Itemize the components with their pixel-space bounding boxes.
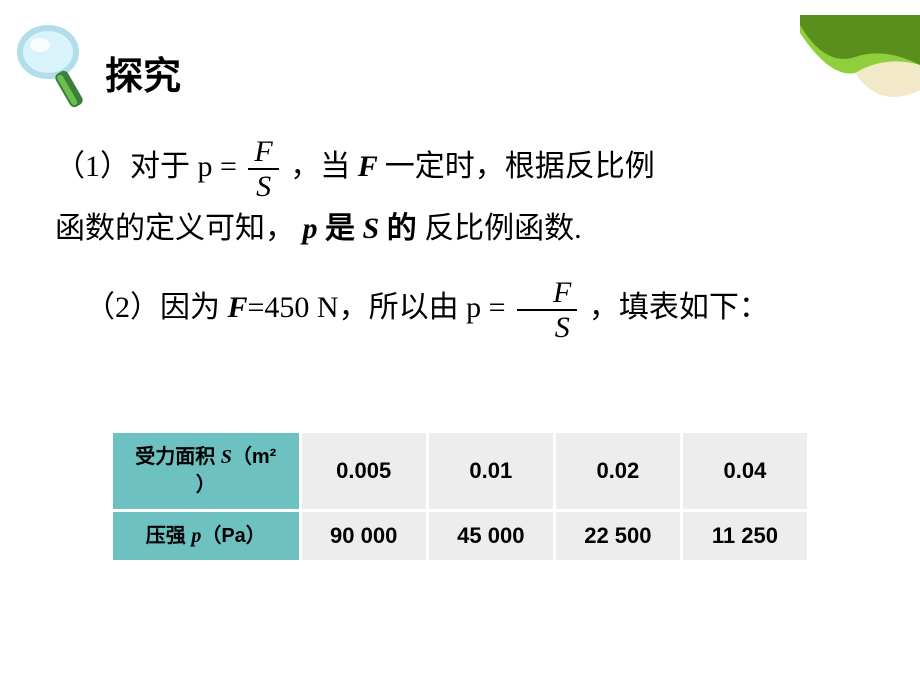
table-row-p: 压强 p（Pa） 90 000 45 000 22 500 11 250 bbox=[112, 511, 809, 562]
p1-p: p bbox=[303, 212, 326, 245]
row-header-p: 压强 p（Pa） bbox=[112, 511, 301, 562]
p2-prefix: （2）因为 bbox=[85, 291, 228, 324]
p2-F: F bbox=[228, 291, 248, 324]
p1-prefix: （1）对于 bbox=[55, 150, 198, 183]
hdr-s-unit: （m² bbox=[232, 446, 276, 468]
paragraph-1: （1）对于 p = FS ，当 F 一定时，根据反比例 函数的定义可知， p 是… bbox=[55, 135, 865, 254]
p1-frac-num: F bbox=[248, 135, 278, 170]
p-cell-2: 22 500 bbox=[554, 511, 681, 562]
p1-l2a: 函数的定义可知， bbox=[55, 212, 295, 245]
s-cell-2: 0.02 bbox=[554, 432, 681, 511]
p2-frac-num: F bbox=[517, 276, 577, 311]
p-cell-3: 11 250 bbox=[681, 511, 808, 562]
p2-eq-equals: = bbox=[481, 291, 513, 324]
p1-eq-equals: = bbox=[213, 150, 245, 183]
row-header-s: 受力面积 S（m² ） bbox=[112, 432, 301, 511]
p1-l2d: 反比例函数. bbox=[424, 212, 582, 245]
p1-S: S bbox=[363, 212, 387, 245]
table-row-s: 受力面积 S（m² ） 0.005 0.01 0.02 0.04 bbox=[112, 432, 809, 511]
hdr-s-a: 受力面积 bbox=[135, 446, 221, 468]
p-cell-1: 45 000 bbox=[427, 511, 554, 562]
p-cell-0: 90 000 bbox=[300, 511, 427, 562]
p2-eq-p-label: p bbox=[466, 291, 481, 324]
p1-F: F bbox=[358, 150, 385, 183]
section-heading: 探究 bbox=[105, 45, 181, 100]
p2-fraction: FS bbox=[517, 276, 577, 344]
s-cell-1: 0.01 bbox=[427, 432, 554, 511]
hdr-p-unit: （Pa） bbox=[201, 525, 265, 547]
hdr-p-a: 压强 bbox=[146, 525, 192, 547]
magnifier-icon bbox=[10, 20, 100, 110]
p1-after-F: 一定时，根据反比例 bbox=[385, 150, 655, 183]
content-area: （1）对于 p = FS ，当 F 一定时，根据反比例 函数的定义可知， p 是… bbox=[55, 135, 865, 366]
p1-l2c: 的 bbox=[387, 212, 417, 245]
p2-tail: ，填表如下： bbox=[589, 291, 769, 324]
p2-val: =450 N，所以由 bbox=[248, 291, 467, 324]
paragraph-2: （2）因为 F=450 N，所以由 p = FS ，填表如下： bbox=[55, 276, 865, 344]
p1-eq-p-label: p bbox=[198, 150, 213, 183]
s-cell-3: 0.04 bbox=[681, 432, 808, 511]
p1-frac-den: S bbox=[248, 170, 278, 203]
data-table: 受力面积 S（m² ） 0.005 0.01 0.02 0.04 压强 p（Pa）… bbox=[110, 430, 810, 563]
hdr-p-var: p bbox=[191, 525, 201, 547]
corner-decoration bbox=[800, 15, 920, 115]
p1-fraction: FS bbox=[248, 135, 278, 203]
p1-l2b: 是 bbox=[325, 212, 363, 245]
p2-frac-den: S bbox=[517, 311, 577, 344]
hdr-s-close: ） bbox=[196, 474, 216, 496]
s-cell-0: 0.005 bbox=[300, 432, 427, 511]
p1-after-frac: ，当 bbox=[290, 150, 358, 183]
hdr-s-var: S bbox=[221, 446, 232, 468]
